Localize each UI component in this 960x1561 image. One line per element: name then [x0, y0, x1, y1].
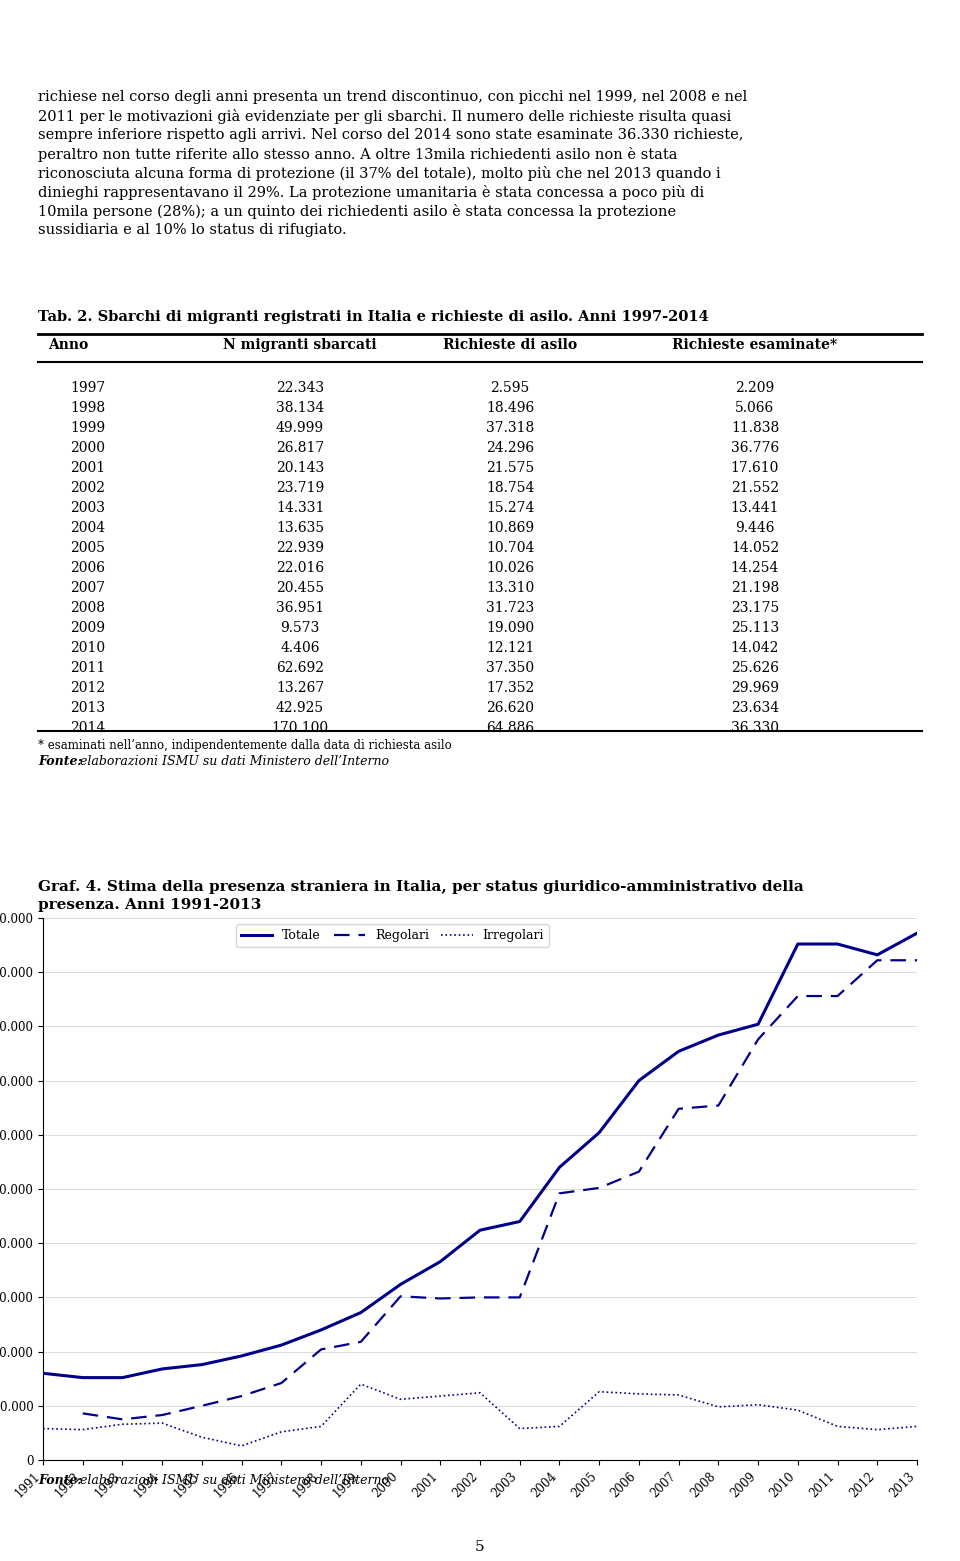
- Text: 49.999: 49.999: [276, 421, 324, 436]
- Text: * esaminati nell’anno, indipendentemente dalla data di richiesta asilo: * esaminati nell’anno, indipendentemente…: [38, 738, 452, 752]
- Text: 2011: 2011: [70, 660, 106, 674]
- Text: 5.066: 5.066: [735, 401, 775, 415]
- Text: 1998: 1998: [70, 401, 106, 415]
- Text: 2004: 2004: [70, 521, 106, 535]
- Text: 2003: 2003: [70, 501, 106, 515]
- Text: 10.869: 10.869: [486, 521, 534, 535]
- Text: 18.496: 18.496: [486, 401, 534, 415]
- Text: 36.776: 36.776: [731, 442, 780, 454]
- Text: 2007: 2007: [70, 581, 106, 595]
- Text: 25.626: 25.626: [731, 660, 779, 674]
- Text: Anno: Anno: [48, 339, 88, 351]
- Text: 38.134: 38.134: [276, 401, 324, 415]
- Text: Richieste esaminate*: Richieste esaminate*: [672, 339, 837, 351]
- Text: 19.090: 19.090: [486, 621, 534, 635]
- Text: 26.620: 26.620: [486, 701, 534, 715]
- Text: 20.455: 20.455: [276, 581, 324, 595]
- Text: 10.026: 10.026: [486, 560, 534, 574]
- Text: 18.754: 18.754: [486, 481, 534, 495]
- Text: 14.331: 14.331: [276, 501, 324, 515]
- Text: 10mila persone (28%); a un quinto dei richiedenti asilo è stata concessa la prot: 10mila persone (28%); a un quinto dei ri…: [38, 204, 676, 219]
- Text: 36.330: 36.330: [731, 721, 779, 735]
- Text: 13.441: 13.441: [731, 501, 780, 515]
- Text: 2001: 2001: [70, 460, 106, 475]
- Text: 64.886: 64.886: [486, 721, 534, 735]
- Text: 37.318: 37.318: [486, 421, 534, 436]
- Text: 13.267: 13.267: [276, 681, 324, 695]
- Text: 2006: 2006: [70, 560, 106, 574]
- Text: 20.143: 20.143: [276, 460, 324, 475]
- Text: 23.719: 23.719: [276, 481, 324, 495]
- Text: 37.350: 37.350: [486, 660, 534, 674]
- Text: 13.310: 13.310: [486, 581, 534, 595]
- Text: richiese nel corso degli anni presenta un trend discontinuo, con picchi nel 1999: richiese nel corso degli anni presenta u…: [38, 91, 747, 105]
- Text: 12.121: 12.121: [486, 642, 534, 656]
- Text: N migranti sbarcati: N migranti sbarcati: [223, 339, 377, 351]
- Text: 2010: 2010: [70, 642, 106, 656]
- Text: dinieghi rappresentavano il 29%. La protezione umanitaria è stata concessa a poc: dinieghi rappresentavano il 29%. La prot…: [38, 186, 705, 200]
- Text: 21.552: 21.552: [731, 481, 780, 495]
- Text: 13.635: 13.635: [276, 521, 324, 535]
- Text: 2.209: 2.209: [735, 381, 775, 395]
- Text: 2011 per le motivazioni già evidenziate per gli sbarchi. Il numero delle richies: 2011 per le motivazioni già evidenziate …: [38, 109, 732, 123]
- Text: 22.343: 22.343: [276, 381, 324, 395]
- Text: 2000: 2000: [70, 442, 106, 454]
- Legend: Totale, Regolari, Irregolari: Totale, Regolari, Irregolari: [236, 924, 549, 948]
- Text: 5: 5: [475, 1541, 485, 1555]
- Text: 170.100: 170.100: [272, 721, 328, 735]
- Text: 1997: 1997: [70, 381, 106, 395]
- Text: presenza. Anni 1991-2013: presenza. Anni 1991-2013: [38, 898, 261, 912]
- Text: riconosciuta alcuna forma di protezione (il 37% del totale), molto più che nel 2: riconosciuta alcuna forma di protezione …: [38, 165, 721, 181]
- Text: Graf. 4. Stima della presenza straniera in Italia, per status giuridico-amminist: Graf. 4. Stima della presenza straniera …: [38, 880, 804, 894]
- Text: 2005: 2005: [70, 542, 106, 556]
- Text: 26.817: 26.817: [276, 442, 324, 454]
- Text: 23.634: 23.634: [731, 701, 780, 715]
- Text: 29.969: 29.969: [731, 681, 779, 695]
- Text: 24.296: 24.296: [486, 442, 534, 454]
- Text: 17.610: 17.610: [731, 460, 780, 475]
- Text: 2009: 2009: [70, 621, 106, 635]
- Text: 14.042: 14.042: [731, 642, 780, 656]
- Text: sempre inferiore rispetto agli arrivi. Nel corso del 2014 sono state esaminate 3: sempre inferiore rispetto agli arrivi. N…: [38, 128, 743, 142]
- Text: sussidiaria e al 10% lo status di rifugiato.: sussidiaria e al 10% lo status di rifugi…: [38, 223, 347, 237]
- Text: 23.175: 23.175: [731, 601, 780, 615]
- Text: 2002: 2002: [70, 481, 106, 495]
- Text: 2012: 2012: [70, 681, 106, 695]
- Text: 2013: 2013: [70, 701, 106, 715]
- Text: 9.573: 9.573: [280, 621, 320, 635]
- Text: Fonte:: Fonte:: [38, 756, 83, 768]
- Text: 4.406: 4.406: [280, 642, 320, 656]
- Text: 62.692: 62.692: [276, 660, 324, 674]
- Text: Fonte:: Fonte:: [38, 1474, 83, 1488]
- Text: 2014: 2014: [70, 721, 106, 735]
- Text: Richieste di asilo: Richieste di asilo: [443, 339, 577, 351]
- Text: 14.052: 14.052: [731, 542, 780, 556]
- Text: 22.939: 22.939: [276, 542, 324, 556]
- Text: 17.352: 17.352: [486, 681, 534, 695]
- Text: 14.254: 14.254: [731, 560, 780, 574]
- Text: 2.595: 2.595: [491, 381, 530, 395]
- Text: 10.704: 10.704: [486, 542, 534, 556]
- Text: 22.016: 22.016: [276, 560, 324, 574]
- Text: Tab. 2. Sbarchi di migranti registrati in Italia e richieste di asilo. Anni 1997: Tab. 2. Sbarchi di migranti registrati i…: [38, 311, 708, 325]
- Text: 15.274: 15.274: [486, 501, 534, 515]
- Text: 1999: 1999: [70, 421, 106, 436]
- Text: 21.575: 21.575: [486, 460, 534, 475]
- Text: elaborazioni ISMU su dati Ministero dell’Interno: elaborazioni ISMU su dati Ministero dell…: [80, 1474, 389, 1488]
- Text: 21.198: 21.198: [731, 581, 780, 595]
- Text: 31.723: 31.723: [486, 601, 534, 615]
- Text: 25.113: 25.113: [731, 621, 780, 635]
- Text: 9.446: 9.446: [735, 521, 775, 535]
- Text: 36.951: 36.951: [276, 601, 324, 615]
- Text: elaborazioni ISMU su dati Ministero dell’Interno: elaborazioni ISMU su dati Ministero dell…: [80, 756, 389, 768]
- Text: 11.838: 11.838: [731, 421, 780, 436]
- Text: peraltro non tutte riferite allo stesso anno. A oltre 13mila richiedenti asilo n: peraltro non tutte riferite allo stesso …: [38, 147, 678, 162]
- Text: 42.925: 42.925: [276, 701, 324, 715]
- Text: 2008: 2008: [70, 601, 106, 615]
